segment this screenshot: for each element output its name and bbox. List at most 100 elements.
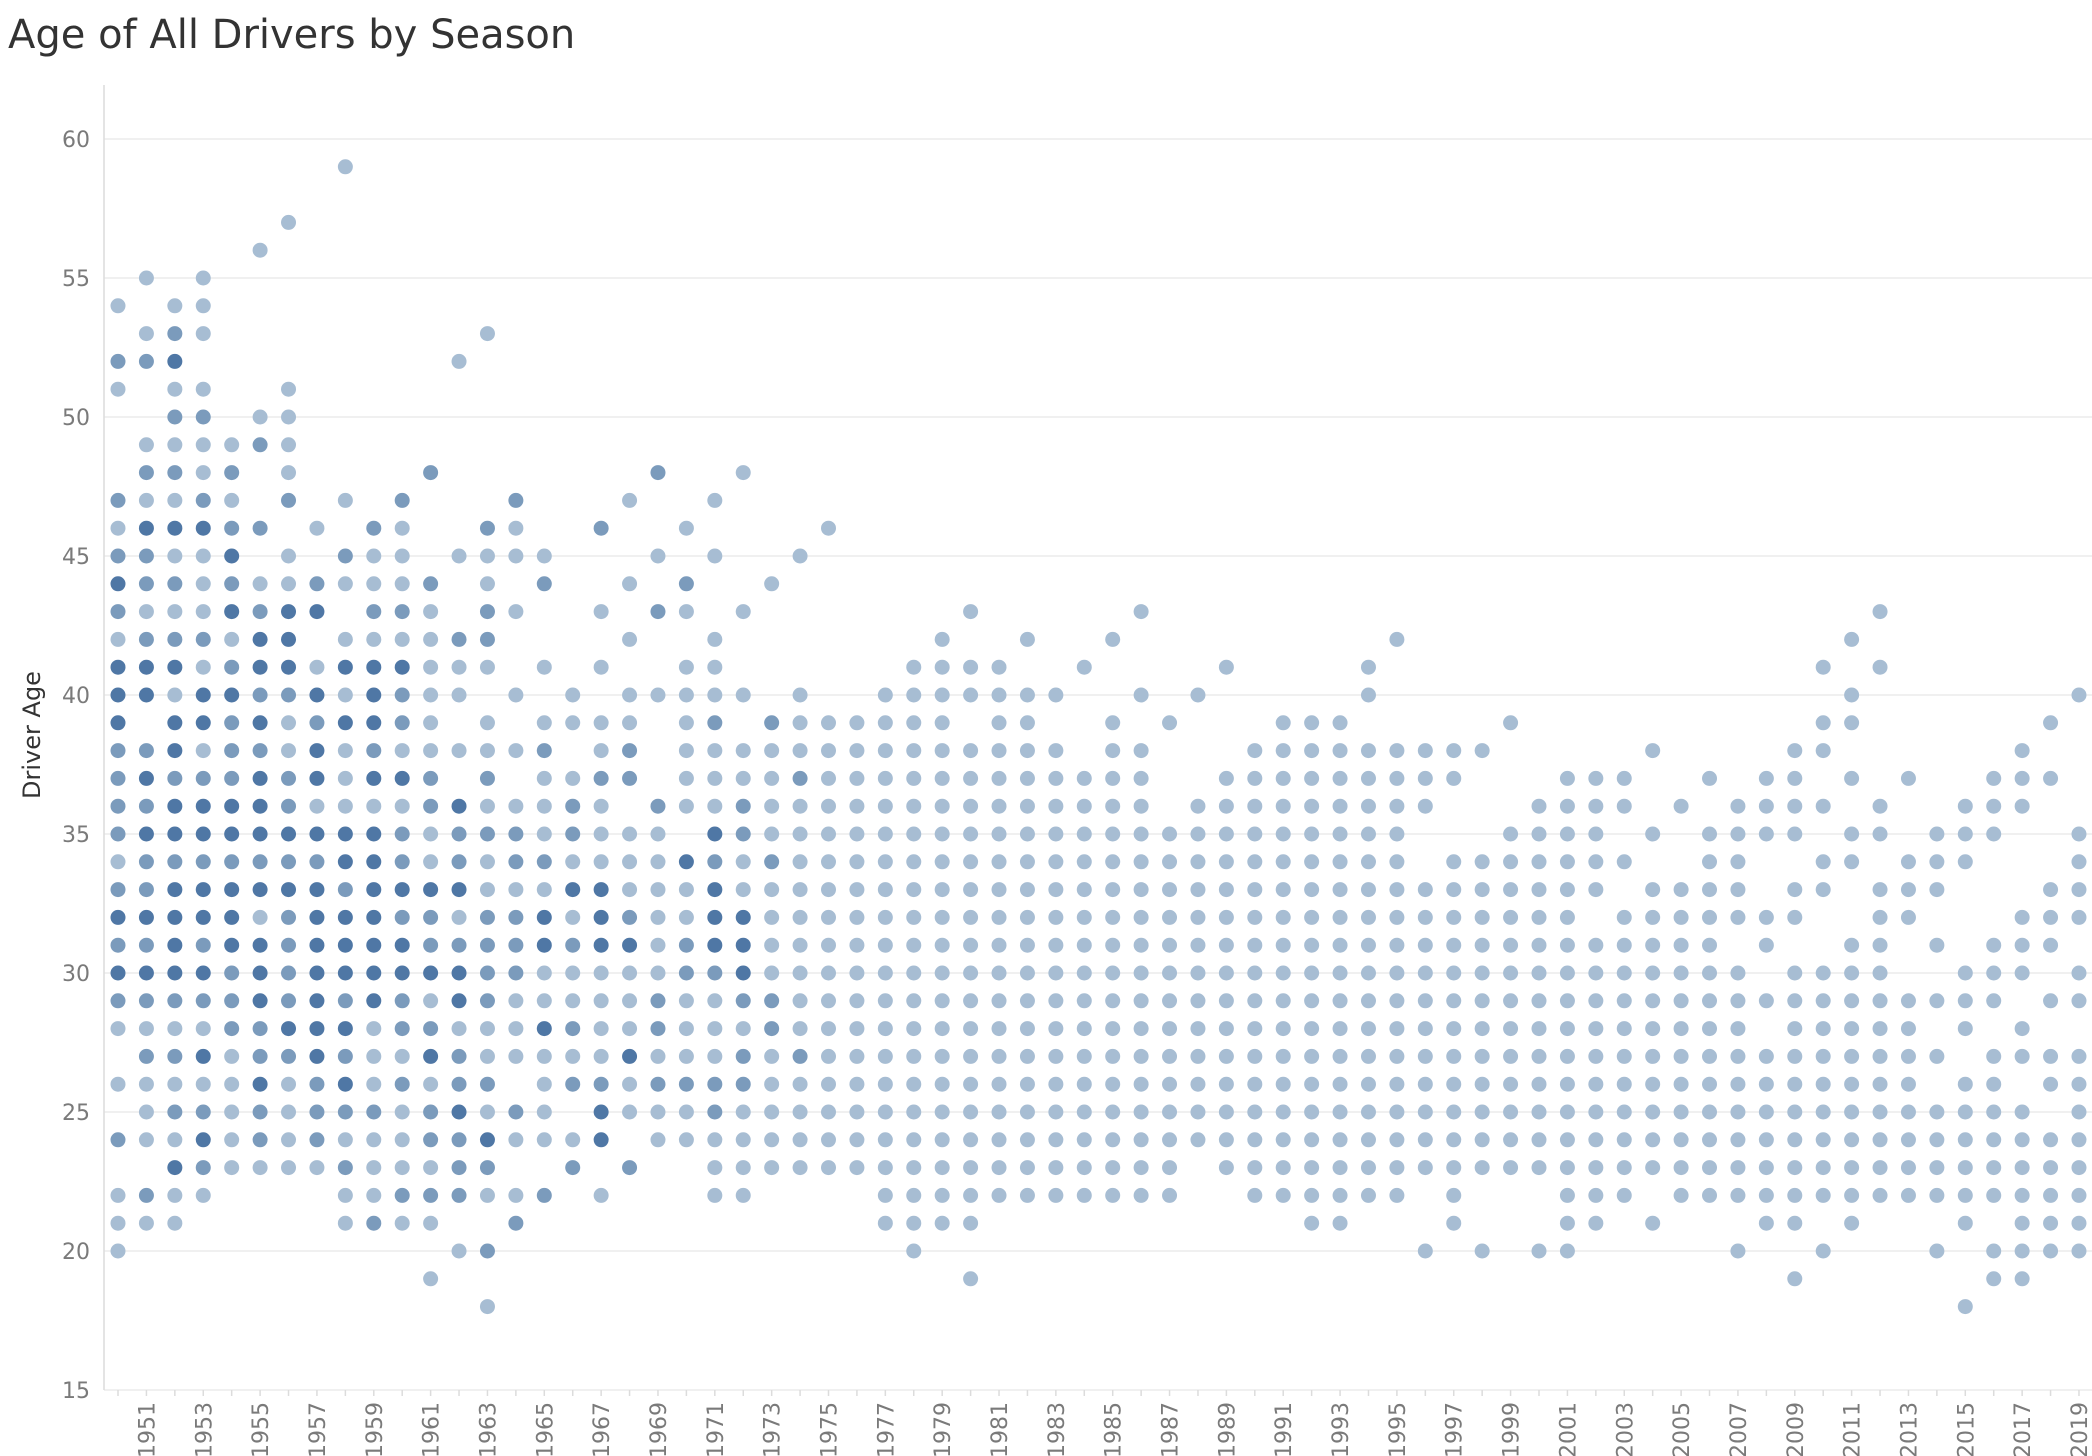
data-point xyxy=(252,1021,268,1037)
data-point xyxy=(1503,1160,1519,1176)
data-point xyxy=(1872,1076,1888,1092)
data-point xyxy=(2043,770,2059,786)
data-point xyxy=(1531,1132,1547,1148)
data-point xyxy=(1758,909,1774,925)
data-point xyxy=(1730,1048,1746,1064)
data-point xyxy=(622,965,638,981)
data-point xyxy=(593,909,609,925)
data-point xyxy=(224,770,240,786)
data-point xyxy=(1417,1076,1433,1092)
data-point xyxy=(1360,1104,1376,1120)
data-point xyxy=(479,1243,495,1259)
data-point xyxy=(423,1215,439,1231)
data-point xyxy=(281,993,297,1009)
data-point xyxy=(1787,770,1803,786)
data-point xyxy=(252,687,268,703)
data-point xyxy=(1929,1048,1945,1064)
data-point xyxy=(1702,1048,1718,1064)
data-point xyxy=(1076,1132,1092,1148)
data-point xyxy=(1019,993,1035,1009)
data-point xyxy=(650,1132,666,1148)
data-point xyxy=(224,1021,240,1037)
data-point xyxy=(877,1021,893,1037)
data-point xyxy=(963,993,979,1009)
data-point xyxy=(1133,1076,1149,1092)
data-point xyxy=(678,1076,694,1092)
data-point xyxy=(1986,993,2002,1009)
data-point xyxy=(1360,909,1376,925)
data-point xyxy=(593,1187,609,1203)
data-point xyxy=(309,798,325,814)
data-point xyxy=(1503,854,1519,870)
data-point xyxy=(1105,743,1121,759)
data-point xyxy=(1019,1187,1035,1203)
data-point xyxy=(252,1132,268,1148)
data-point xyxy=(906,993,922,1009)
data-point xyxy=(1815,743,1831,759)
data-point xyxy=(1275,882,1291,898)
data-point xyxy=(906,854,922,870)
data-point xyxy=(423,854,439,870)
data-point xyxy=(735,1021,751,1037)
data-point xyxy=(2014,1160,2030,1176)
data-point xyxy=(281,409,297,425)
data-point xyxy=(479,993,495,1009)
data-point xyxy=(1474,1021,1490,1037)
data-point xyxy=(849,909,865,925)
data-point xyxy=(934,1048,950,1064)
data-point xyxy=(195,576,211,592)
data-point xyxy=(1616,1021,1632,1037)
data-point xyxy=(963,1048,979,1064)
data-point xyxy=(593,1076,609,1092)
data-point xyxy=(1815,993,1831,1009)
data-point xyxy=(650,798,666,814)
data-point xyxy=(849,770,865,786)
data-point xyxy=(622,492,638,508)
data-point xyxy=(764,826,780,842)
data-point xyxy=(1332,1048,1348,1064)
data-point xyxy=(337,909,353,925)
data-point xyxy=(1417,798,1433,814)
data-point xyxy=(394,687,410,703)
data-point xyxy=(366,882,382,898)
data-point xyxy=(1105,631,1121,647)
data-point xyxy=(1702,1021,1718,1037)
data-point xyxy=(2014,909,2030,925)
data-point xyxy=(877,909,893,925)
x-tick-label: 2017 xyxy=(2011,1402,2036,1456)
data-point xyxy=(281,770,297,786)
data-point xyxy=(735,909,751,925)
data-point xyxy=(1048,882,1064,898)
data-point xyxy=(252,242,268,258)
data-point xyxy=(2014,965,2030,981)
data-point xyxy=(707,631,723,647)
data-point xyxy=(1275,826,1291,842)
data-point xyxy=(1929,854,1945,870)
data-point xyxy=(934,826,950,842)
data-point xyxy=(1616,1160,1632,1176)
data-point xyxy=(1616,909,1632,925)
data-point xyxy=(394,1104,410,1120)
data-point xyxy=(1503,1132,1519,1148)
data-point xyxy=(281,1021,297,1037)
data-point xyxy=(792,826,808,842)
data-point xyxy=(167,826,183,842)
data-point xyxy=(764,743,780,759)
data-point xyxy=(1332,1021,1348,1037)
data-point xyxy=(2071,687,2087,703)
data-point xyxy=(423,687,439,703)
data-point xyxy=(650,1104,666,1120)
data-point xyxy=(1616,1187,1632,1203)
data-point xyxy=(1162,937,1178,953)
data-point xyxy=(1190,1104,1206,1120)
data-point xyxy=(565,1076,581,1092)
data-point xyxy=(963,1021,979,1037)
data-point xyxy=(1190,826,1206,842)
data-point xyxy=(622,826,638,842)
data-point xyxy=(1360,770,1376,786)
data-point xyxy=(1531,909,1547,925)
data-point xyxy=(963,1271,979,1287)
data-point xyxy=(1389,798,1405,814)
data-point xyxy=(821,1076,836,1092)
data-point xyxy=(423,965,439,981)
